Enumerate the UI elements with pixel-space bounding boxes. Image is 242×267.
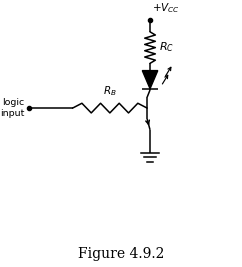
Polygon shape xyxy=(142,70,158,89)
Text: $R_C$: $R_C$ xyxy=(159,41,174,54)
Text: logic
input: logic input xyxy=(0,98,25,119)
Text: $R_B$: $R_B$ xyxy=(103,84,117,98)
Text: +$V_{CC}$: +$V_{CC}$ xyxy=(152,2,180,15)
Text: Figure 4.9.2: Figure 4.9.2 xyxy=(78,246,164,261)
